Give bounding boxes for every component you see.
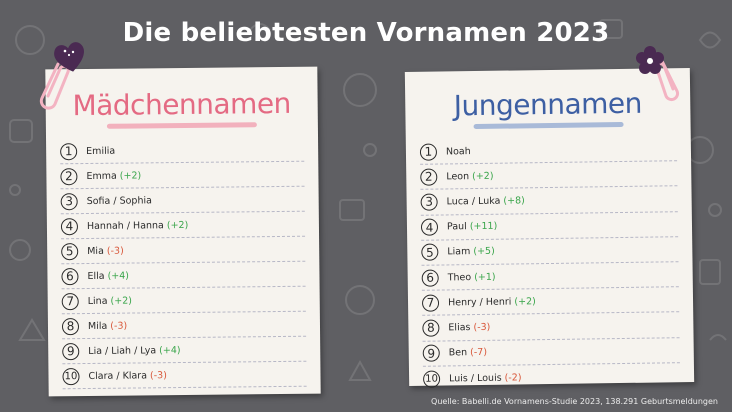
rank-badge: 8 <box>422 319 440 337</box>
item-change: (-7) <box>470 346 488 359</box>
item-change: (+8) <box>503 195 525 207</box>
list-item: 8 Elias (-3) <box>422 312 680 342</box>
item-name: Mia <box>87 245 104 257</box>
girls-heading: Mädchennamen <box>72 86 292 123</box>
page-title: Die beliebtesten Vornamen 2023 <box>122 18 610 48</box>
list-item: 9 Lia / Liah / Lya (+4) <box>62 336 307 365</box>
boys-list: 1 Noah 2 Leon (+2) 3 Luca / Luka (+8) 4 Paul (+… <box>419 136 680 392</box>
item-name: Noah <box>445 145 471 158</box>
item-name: Lia / Liah / Lya <box>88 344 157 357</box>
item-name: Emma <box>86 170 117 182</box>
item-change: (-3) <box>106 245 124 257</box>
boys-card: Jungennamen 1 Noah 2 Leon (+2) 3 Luca / Luka… <box>404 68 695 388</box>
rank-badge: 5 <box>61 242 79 260</box>
list-item: 6 Ella (+4) <box>61 261 306 290</box>
rank-badge: 6 <box>61 267 79 285</box>
item-name: Theo <box>447 271 472 283</box>
item-change: (+5) <box>473 246 495 258</box>
list-item: 5 Liam (+5) <box>421 236 679 266</box>
rank-badge: 2 <box>60 167 78 185</box>
item-name: Elias <box>448 322 471 334</box>
rank-badge: 5 <box>421 243 439 262</box>
item-name: Ben <box>448 347 468 359</box>
item-change: (-2) <box>504 372 522 384</box>
item-name: Emilia <box>86 145 116 157</box>
rank-badge: 6 <box>421 269 439 287</box>
list-item: 2 Emma (+2) <box>60 161 305 190</box>
rank-badge: 9 <box>62 342 80 360</box>
flower-icon <box>636 46 664 74</box>
rank-badge: 10 <box>422 370 441 388</box>
list-item: 8 Mila (-3) <box>61 311 307 340</box>
item-name: Luis / Louis <box>449 372 502 385</box>
list-item: 4 Hannah / Hanna (+2) <box>60 211 306 240</box>
boys-underline <box>473 121 624 130</box>
item-change: (+2) <box>472 170 494 182</box>
rank-badge: 7 <box>421 294 440 312</box>
item-name: Liam <box>447 246 471 258</box>
list-item: 6 Theo (+1) <box>421 262 679 291</box>
item-change: (+2) <box>119 169 142 182</box>
rank-badge: 1 <box>419 143 438 161</box>
item-change: (+4) <box>159 344 181 356</box>
rank-badge: 3 <box>420 193 438 211</box>
rank-badge: 8 <box>61 317 80 335</box>
item-change: (+11) <box>469 220 498 233</box>
item-change: (-3) <box>110 320 128 332</box>
list-item: 10 Luis / Louis (-2) <box>422 363 680 392</box>
item-change: (+2) <box>166 219 189 231</box>
paperclip-icon <box>655 57 680 102</box>
item-change: (+2) <box>110 295 132 307</box>
item-name: Sofia / Sophia <box>86 194 152 207</box>
item-change: (+2) <box>514 295 536 308</box>
item-name: Ella <box>87 270 105 282</box>
item-name: Mila <box>87 320 108 332</box>
list-item: 1 Noah <box>419 136 678 165</box>
item-name: Leon <box>446 170 470 183</box>
list-item: 3 Luca / Luka (+8) <box>420 186 678 216</box>
item-name: Lina <box>87 295 108 307</box>
list-item: 5 Mia (-3) <box>61 236 306 265</box>
item-name: Hannah / Hanna <box>86 219 164 232</box>
girls-card: Mädchennamen 1 Emilia 2 Emma (+2) 3 Sofia / … <box>45 66 321 397</box>
girls-underline <box>106 122 257 129</box>
rank-badge: 4 <box>60 217 79 235</box>
list-item: 9 Ben (-7) <box>422 337 680 367</box>
list-item: 10 Clara / Klara (-3) <box>62 361 307 390</box>
paperclip-icon <box>39 62 70 110</box>
rank-badge: 1 <box>60 142 78 160</box>
item-name: Paul <box>446 221 467 233</box>
list-item: 7 Henry / Henri (+2) <box>421 287 680 317</box>
rank-badge: 2 <box>420 168 438 186</box>
list-item: 3 Sofia / Sophia <box>60 186 305 215</box>
item-change: (-3) <box>473 321 491 333</box>
rank-badge: 4 <box>420 218 439 236</box>
item-change: (+4) <box>107 270 130 282</box>
rank-badge: 10 <box>62 367 80 385</box>
item-change: (-3) <box>149 369 167 381</box>
boys-heading: Jungennamen <box>453 86 643 123</box>
girls-list: 1 Emilia 2 Emma (+2) 3 Sofia / Sophia 4 Hanna… <box>60 136 307 390</box>
item-name: Clara / Klara <box>88 369 148 382</box>
item-name: Henry / Henri <box>447 296 512 309</box>
rank-badge: 9 <box>422 344 440 362</box>
source-note: Quelle: Babelli.de Vornamens-Studie 2023… <box>431 397 718 406</box>
item-name: Luca / Luka <box>446 195 501 208</box>
item-change: (+1) <box>474 271 496 283</box>
rank-badge: 3 <box>60 192 78 210</box>
rank-badge: 7 <box>61 292 79 310</box>
list-item: 2 Leon (+2) <box>420 161 678 191</box>
list-item: 7 Lina (+2) <box>61 286 306 315</box>
list-item: 4 Paul (+11) <box>420 211 679 241</box>
heart-icon <box>54 42 84 72</box>
list-item: 1 Emilia <box>60 136 305 165</box>
